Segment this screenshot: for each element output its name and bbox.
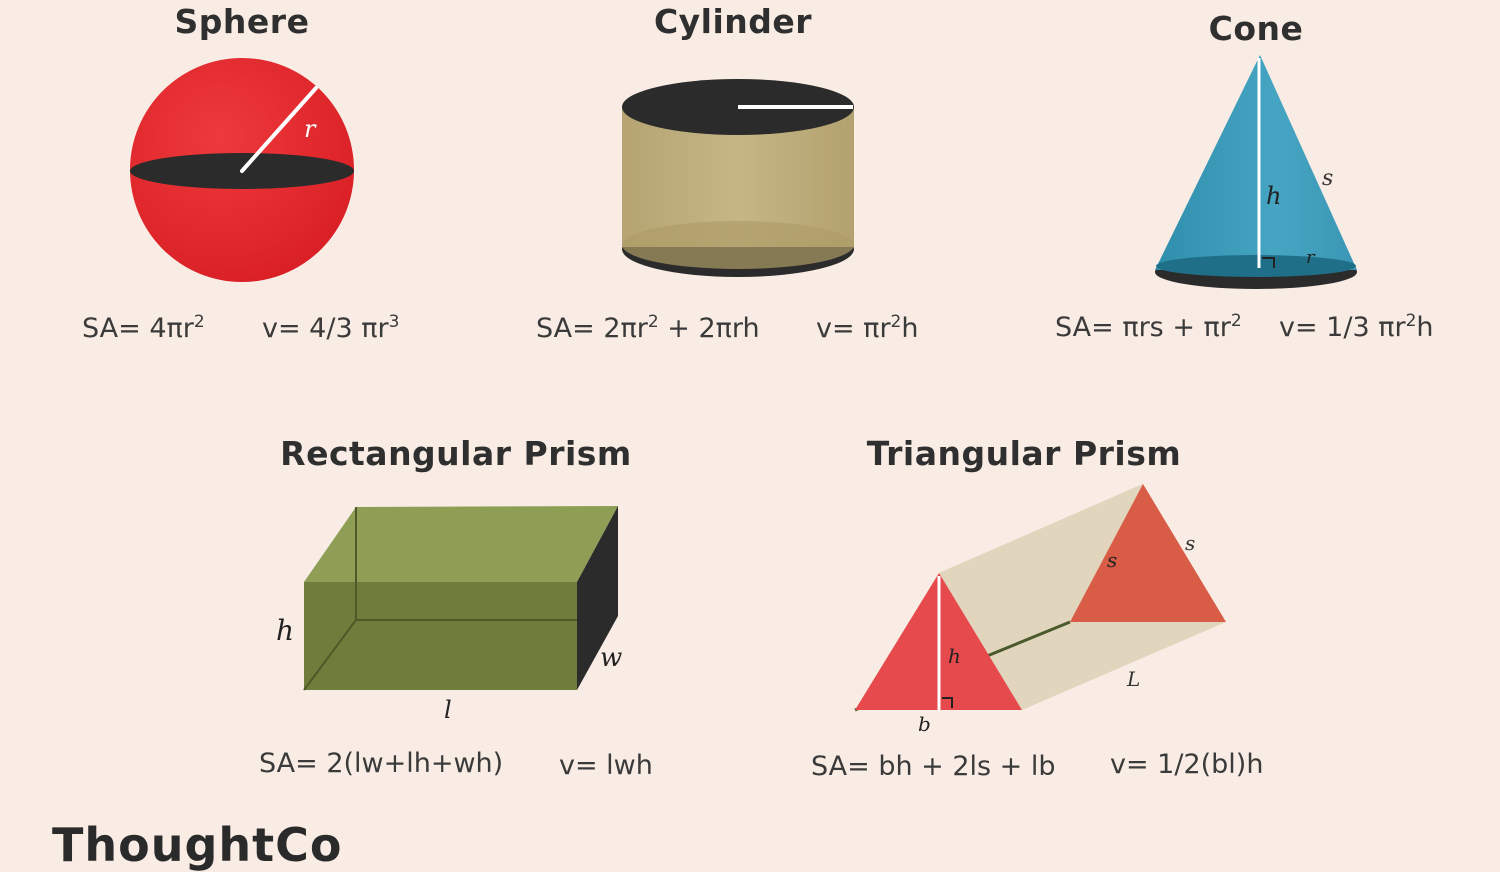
cone-figure: h s r bbox=[1155, 55, 1357, 289]
cone-volume-formula: v= 1/3 πr2h bbox=[1279, 311, 1434, 343]
cone-sa-formula: SA= πrs + πr2 bbox=[1055, 311, 1242, 343]
rect-prism-side-face bbox=[577, 506, 618, 690]
cylinder-title: Cylinder bbox=[653, 2, 813, 41]
tri-prism-label-s1: s bbox=[1107, 548, 1117, 572]
tri-prism-label-s2: s bbox=[1185, 531, 1195, 555]
rect-prism-front-face bbox=[304, 582, 577, 690]
sphere-title: Sphere bbox=[174, 2, 310, 41]
cylinder-figure bbox=[622, 79, 854, 277]
tri-prism-label-b: b bbox=[918, 712, 931, 736]
cone-right-angle bbox=[1262, 257, 1275, 268]
tri-prism-label-l: L bbox=[1126, 667, 1140, 691]
cone-label-s: s bbox=[1322, 166, 1333, 191]
tri-prism-title: Triangular Prism bbox=[866, 434, 1182, 473]
sphere-radius-line bbox=[240, 86, 318, 173]
sphere-figure: r bbox=[130, 58, 354, 282]
sphere-radius-label: r bbox=[304, 115, 317, 143]
tri-prism-volume-formula: v= 1/2(bl)h bbox=[1110, 749, 1264, 780]
rect-prism-hidden-edge-3 bbox=[303, 619, 357, 691]
rect-prism-title: Rectangular Prism bbox=[280, 434, 632, 473]
sphere-sa-formula: SA= 4πr2 bbox=[82, 312, 205, 344]
rect-prism-top-face bbox=[304, 506, 618, 582]
tri-prism-right-angle bbox=[942, 697, 953, 708]
cone-base bbox=[1156, 255, 1356, 277]
rect-prism-label-h: h bbox=[276, 614, 294, 647]
tri-prism-sa-formula: SA= bh + 2ls + lb bbox=[811, 751, 1056, 782]
cone-label-h: h bbox=[1266, 182, 1281, 210]
rect-prism-label-w: w bbox=[600, 643, 622, 673]
rect-prism-label-l: l bbox=[444, 696, 452, 724]
tri-prism-back-triangle bbox=[1070, 484, 1226, 622]
sphere-volume-formula: v= 4/3 πr3 bbox=[262, 312, 400, 344]
cylinder-volume-formula: v= πr2h bbox=[816, 312, 919, 344]
tri-prism-label-h: h bbox=[948, 644, 961, 668]
cone-title: Cone bbox=[1208, 9, 1304, 48]
brand-logo: ThoughtCo bbox=[52, 818, 343, 872]
rect-prism-figure: h w l bbox=[276, 506, 622, 724]
cone-body bbox=[1155, 55, 1357, 270]
rect-prism-volume-formula: v= lwh bbox=[559, 750, 653, 781]
tri-prism-figure: s s h b L bbox=[854, 484, 1226, 736]
cylinder-bottom-face bbox=[622, 221, 854, 269]
rect-prism-sa-formula: SA= 2(lw+lh+wh) bbox=[259, 748, 504, 779]
cylinder-sa-formula: SA= 2πr2 + 2πrh bbox=[536, 312, 760, 344]
cone-label-r: r bbox=[1306, 247, 1316, 268]
